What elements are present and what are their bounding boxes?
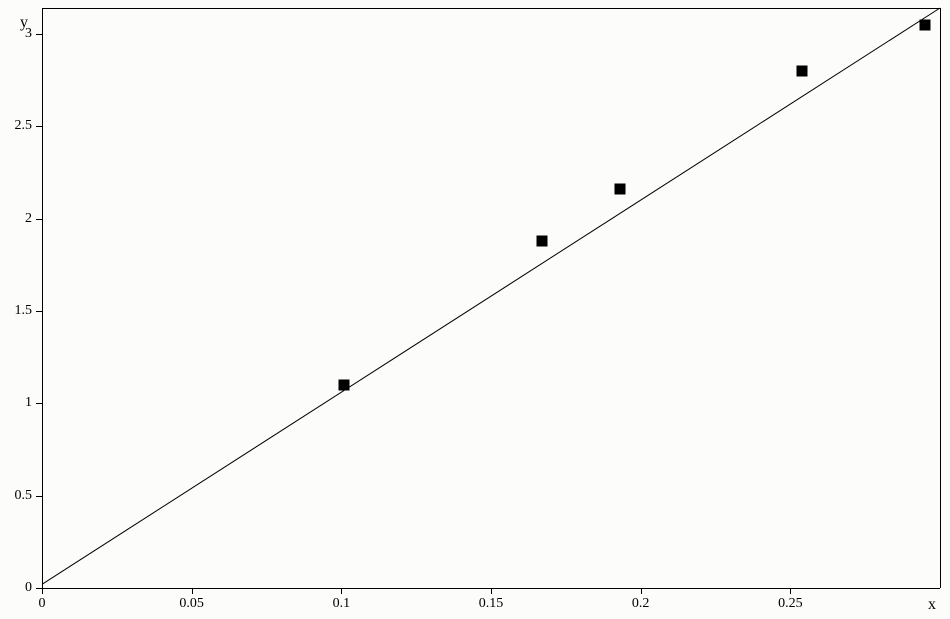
x-tick-label: 0.15	[479, 596, 504, 612]
data-point	[797, 65, 808, 76]
x-tick-label: 0.25	[778, 596, 803, 612]
scatter-plot: 0 0.05 0.1 0.15 0.2 0.25 0 0.5 1 1.5 2 2…	[0, 0, 950, 619]
y-tick	[36, 311, 42, 312]
x-tick-label: 0.2	[632, 596, 650, 612]
x-tick	[790, 588, 791, 594]
y-tick	[36, 34, 42, 35]
data-point	[339, 379, 350, 390]
y-tick-label: 2	[25, 211, 32, 227]
fit-line	[0, 0, 950, 619]
y-tick-label: 0.5	[15, 488, 33, 504]
x-tick	[641, 588, 642, 594]
x-tick-label: 0.05	[179, 596, 204, 612]
x-tick	[341, 588, 342, 594]
x-tick	[491, 588, 492, 594]
y-tick	[36, 126, 42, 127]
y-tick-label: 2.5	[15, 118, 33, 134]
x-tick	[192, 588, 193, 594]
y-tick-label: 0	[25, 580, 32, 596]
y-tick	[36, 403, 42, 404]
data-point	[614, 184, 625, 195]
x-tick-label: 0	[39, 596, 46, 612]
x-tick-label: 0.1	[333, 596, 351, 612]
y-axis-label: y	[20, 14, 28, 32]
data-point	[536, 235, 547, 246]
y-tick	[36, 496, 42, 497]
y-tick	[36, 588, 42, 589]
x-axis-label: x	[928, 596, 936, 614]
x-tick	[42, 588, 43, 594]
y-tick	[36, 219, 42, 220]
y-tick-label: 1	[25, 395, 32, 411]
data-point	[920, 19, 931, 30]
y-tick-label: 1.5	[15, 303, 33, 319]
